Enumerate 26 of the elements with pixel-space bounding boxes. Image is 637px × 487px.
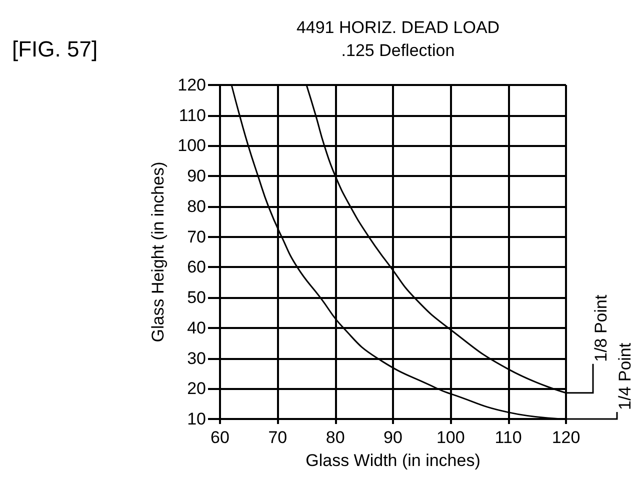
text: [FIG. 57] — [12, 36, 98, 62]
chart-title: 4491 HORIZ. DEAD LOAD — [296, 18, 500, 37]
chart-subtitle: .125 Deflection — [341, 41, 455, 60]
x-tick-label: 120 — [552, 428, 580, 447]
y-tick-label: 20 — [187, 379, 206, 398]
y-tick-label: 110 — [178, 106, 206, 125]
x-tick-label: 60 — [210, 428, 230, 447]
y-tick-label: 40 — [187, 318, 206, 338]
y-tick-label: 60 — [187, 258, 206, 277]
x-tick-label: 110 — [494, 428, 522, 447]
y-tick-label: 70 — [187, 227, 206, 246]
legend-label: 1/4 Point — [616, 342, 634, 410]
y-tick-label: 90 — [187, 166, 206, 186]
y-tick-label: 10 — [187, 410, 206, 428]
y-tick-label: 30 — [187, 348, 206, 368]
y-axis-title: Glass Height (in inches) — [148, 162, 168, 342]
y-tick-label: 80 — [187, 196, 206, 216]
x-axis-title: Glass Width (in inches) — [306, 451, 480, 470]
x-tick-label: 70 — [268, 428, 288, 447]
y-tick-label: 100 — [178, 136, 206, 156]
text: 1/8 Point — [592, 294, 610, 362]
x-tick-label: 90 — [384, 428, 402, 447]
y-tick-label: 120 — [178, 76, 206, 94]
x-tick-label: 100 — [436, 428, 465, 447]
y-tick-label: 50 — [187, 288, 206, 308]
x-tick-label: 80 — [326, 428, 345, 447]
